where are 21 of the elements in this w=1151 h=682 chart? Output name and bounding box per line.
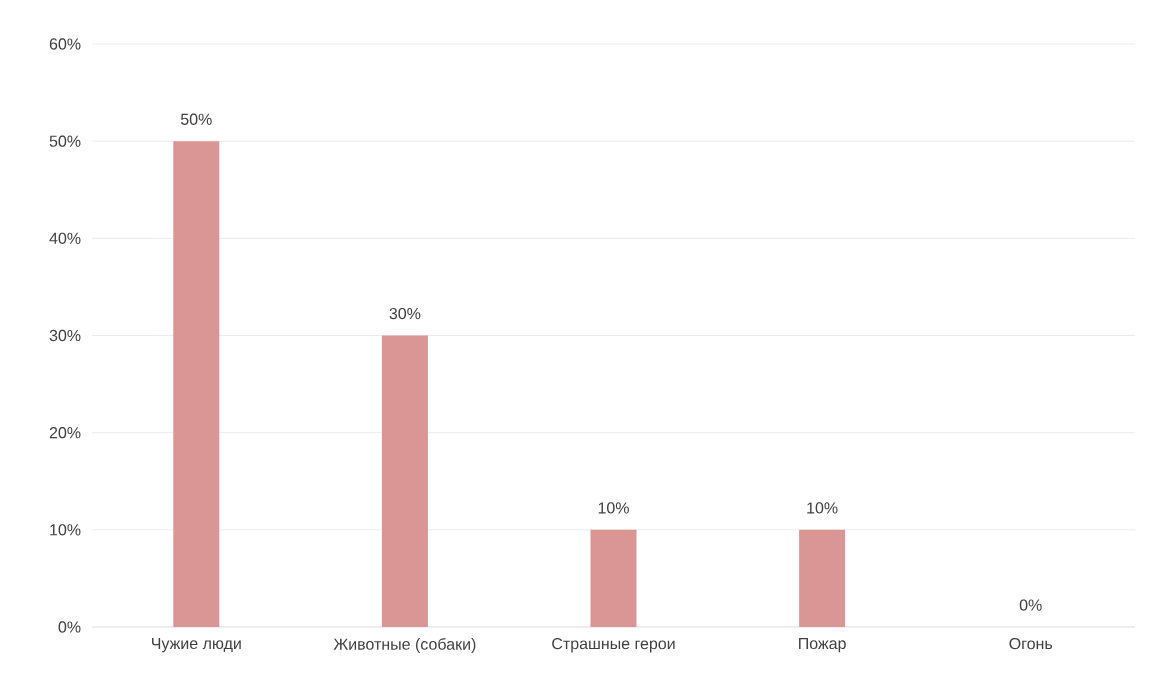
y-tick-label: 60% bbox=[49, 38, 81, 50]
x-tick-label: Чужие люди bbox=[152, 637, 241, 653]
y-tick-label: 40% bbox=[49, 232, 81, 244]
bar bbox=[799, 529, 846, 627]
y-tick-label: 0% bbox=[58, 621, 81, 633]
x-tick-label: Пожар bbox=[799, 637, 846, 653]
bar bbox=[173, 141, 220, 627]
y-tick-label: 50% bbox=[49, 135, 81, 147]
data-label: 30% bbox=[389, 307, 421, 320]
data-label: 10% bbox=[598, 502, 629, 514]
y-tick-label: 10% bbox=[50, 524, 81, 536]
data-label: 50% bbox=[180, 113, 212, 125]
y-tick-label: 30% bbox=[49, 329, 81, 342]
x-tick-label: Страшные герои bbox=[552, 637, 675, 653]
x-tick-label: Животные (собаки) bbox=[333, 637, 476, 653]
bar bbox=[590, 529, 637, 627]
data-label: 0% bbox=[1019, 599, 1042, 611]
x-tick-label: Огонь bbox=[1009, 637, 1053, 650]
y-tick-label: 20% bbox=[49, 427, 81, 439]
bar bbox=[381, 335, 428, 627]
data-label: 10% bbox=[807, 502, 838, 514]
